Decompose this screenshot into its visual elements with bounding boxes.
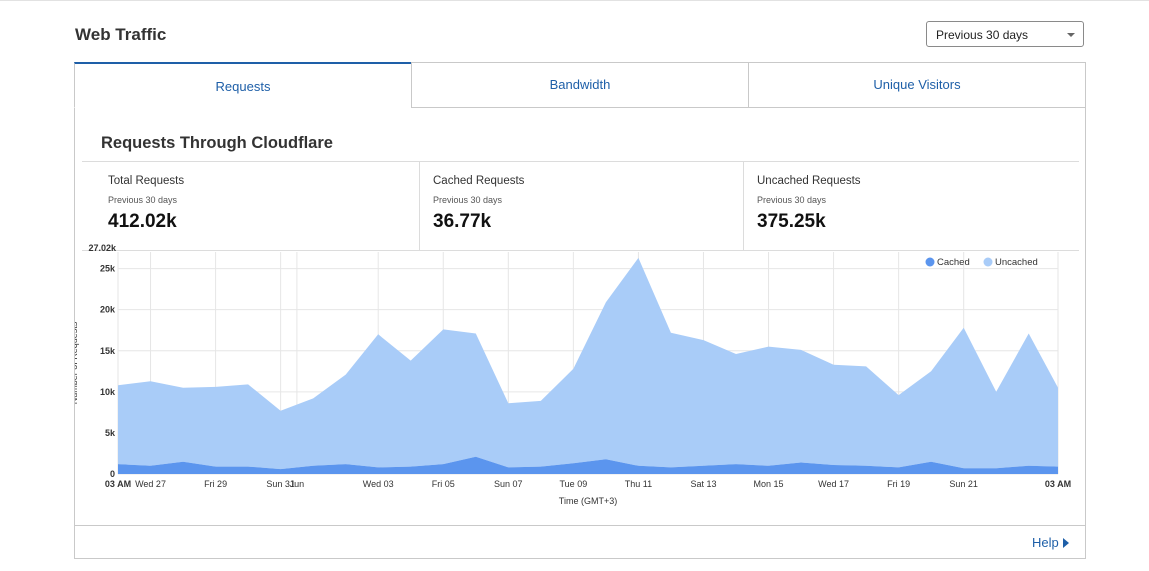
legend-swatch bbox=[925, 257, 935, 267]
x-tick-label: Wed 17 bbox=[818, 479, 849, 489]
legend-label: Uncached bbox=[995, 257, 1038, 268]
x-tick-label: Fri 05 bbox=[432, 479, 455, 489]
x-tick-label: Jun bbox=[290, 479, 305, 489]
y-tick-label: 15k bbox=[100, 346, 116, 356]
y-tick-label: 10k bbox=[100, 387, 116, 397]
x-tick-label: Thu 11 bbox=[625, 479, 652, 489]
tab-unique-visitors[interactable]: Unique Visitors bbox=[748, 62, 1086, 108]
help-link[interactable]: Help bbox=[1032, 535, 1069, 550]
x-tick-label: 03 AM bbox=[1045, 479, 1071, 489]
x-tick-label: Mon 15 bbox=[754, 479, 784, 489]
x-tick-label: Tue 09 bbox=[560, 479, 588, 489]
requests-chart: 0 5k 10k 15k 20k 25k 27.02k 03 AM Wed 27 Fri 29 Su… bbox=[75, 243, 1071, 506]
stat-subtitle: Previous 30 days bbox=[433, 195, 503, 205]
stat-total: Total Requests Previous 30 days 412.02k bbox=[82, 162, 419, 250]
x-tick-label: Fri 19 bbox=[887, 479, 910, 489]
y-tick-label: 20k bbox=[100, 305, 116, 315]
date-range-select[interactable]: Previous 30 days bbox=[926, 21, 1084, 47]
y-max-label: 27.02k bbox=[88, 243, 117, 253]
stats-row: Total Requests Previous 30 days 412.02k … bbox=[82, 161, 1079, 251]
y-tick-label: 25k bbox=[100, 264, 116, 274]
traffic-card: Requests Bandwidth Unique Visitors Reque… bbox=[74, 62, 1086, 559]
x-axis-label: Time (GMT+3) bbox=[559, 496, 617, 506]
stat-value: 36.77k bbox=[433, 211, 492, 232]
top-rule bbox=[0, 0, 1149, 1]
legend-swatch bbox=[983, 257, 993, 267]
page-title: Web Traffic bbox=[75, 25, 167, 44]
footer-divider bbox=[75, 525, 1085, 526]
x-tick-label: Wed 03 bbox=[363, 479, 394, 489]
stat-subtitle: Previous 30 days bbox=[757, 195, 827, 205]
stat-subtitle: Previous 30 days bbox=[108, 195, 178, 205]
x-tick-label: Sun 21 bbox=[949, 479, 978, 489]
x-tick-label: Wed 27 bbox=[135, 479, 166, 489]
y-tick-label: 0 bbox=[110, 469, 115, 479]
chart-heading: Requests Through Cloudflare bbox=[101, 134, 333, 152]
uncached-area bbox=[118, 257, 1058, 470]
x-tick-label: Fri 29 bbox=[204, 479, 227, 489]
x-tick-label: Sun 31 bbox=[266, 479, 295, 489]
cached-area bbox=[118, 456, 1058, 474]
help-label: Help bbox=[1032, 535, 1059, 550]
date-range-value: Previous 30 days bbox=[936, 28, 1029, 42]
chevron-down-icon bbox=[1067, 33, 1075, 37]
stat-title: Cached Requests bbox=[433, 175, 525, 187]
stat-title: Total Requests bbox=[108, 175, 185, 187]
x-tick-label: Sat 13 bbox=[690, 479, 716, 489]
caret-right-icon bbox=[1062, 538, 1069, 548]
metric-tabs: Requests Bandwidth Unique Visitors bbox=[74, 62, 1086, 109]
y-tick-label: 5k bbox=[105, 428, 116, 438]
tab-requests[interactable]: Requests bbox=[74, 62, 412, 108]
stat-value: 375.25k bbox=[757, 211, 826, 232]
x-tick-label: Sun 07 bbox=[494, 479, 523, 489]
y-axis-label: Number of Requests bbox=[75, 321, 79, 404]
legend-label: Cached bbox=[937, 257, 970, 268]
stat-value: 412.02k bbox=[108, 211, 177, 232]
x-tick-label: 03 AM bbox=[105, 479, 131, 489]
tab-bandwidth[interactable]: Bandwidth bbox=[411, 62, 749, 108]
stat-uncached: Uncached Requests Previous 30 days 375.2… bbox=[743, 162, 1079, 250]
stat-title: Uncached Requests bbox=[757, 175, 861, 187]
stat-cached: Cached Requests Previous 30 days 36.77k bbox=[419, 162, 743, 250]
